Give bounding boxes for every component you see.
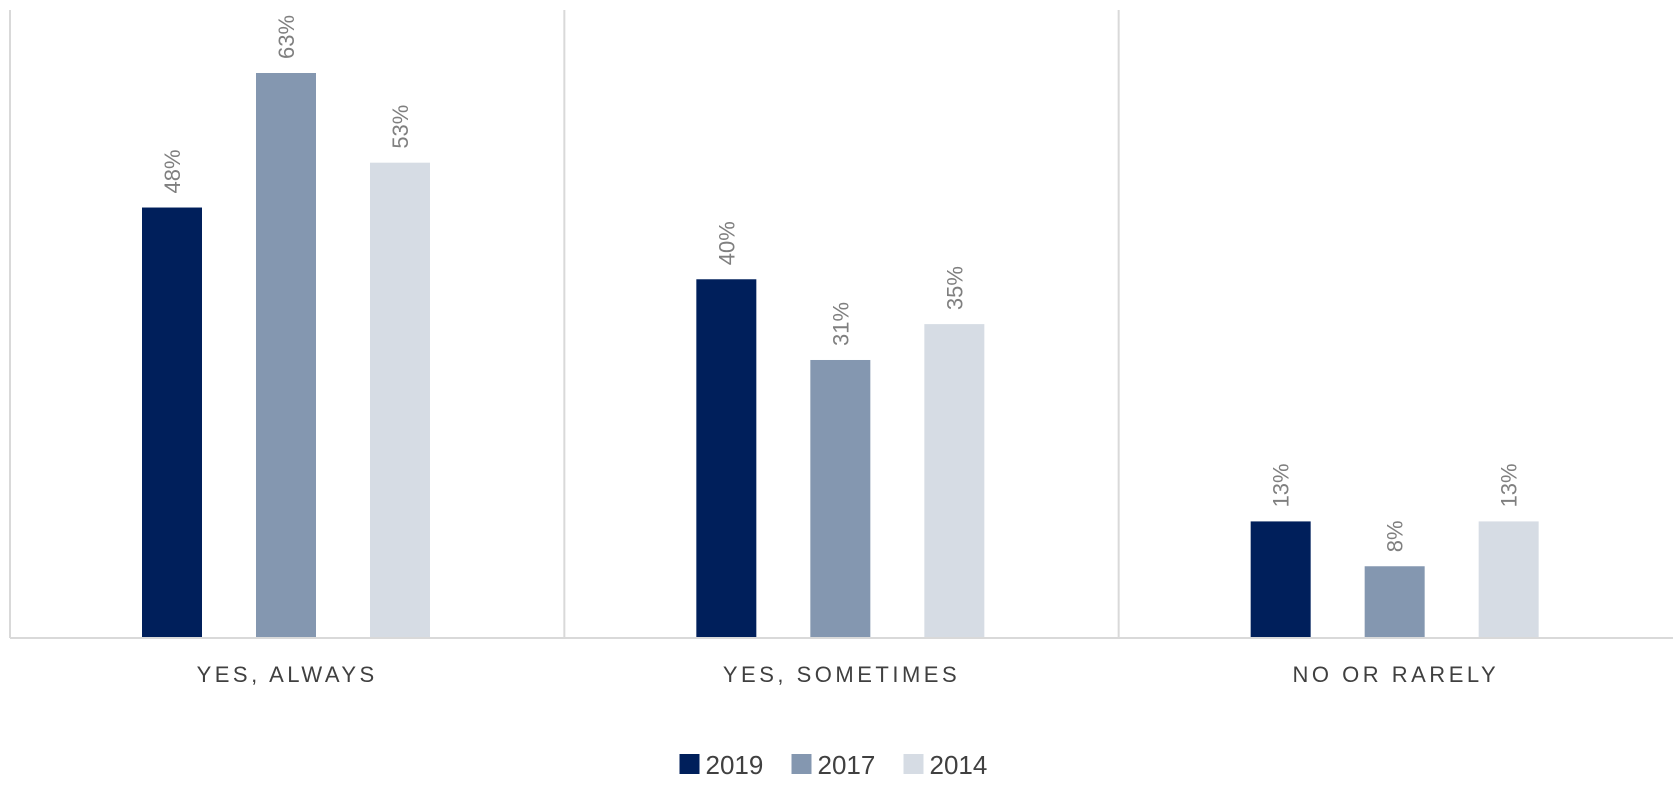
value-label: 53% — [388, 105, 413, 149]
legend: 2019 2017 2014 — [679, 750, 988, 780]
legend-swatch-2019 — [679, 754, 700, 774]
value-label: 8% — [1383, 520, 1408, 552]
value-labels-layer: 48% 63% 53% 40% 31% 35% 13% 8% 13% — [160, 15, 1522, 552]
value-label: 13% — [1269, 463, 1294, 507]
bar-2014-0 — [370, 162, 430, 638]
legend-swatch-2017 — [791, 754, 812, 774]
value-label: 48% — [160, 149, 185, 193]
bar-2019-2 — [1250, 521, 1311, 638]
category-label: YES, SOMETIMES — [723, 662, 960, 687]
bar-2019-0 — [142, 207, 202, 638]
bars-layer — [142, 73, 1539, 638]
category-separators — [9, 10, 1120, 638]
bar-2019-1 — [696, 279, 757, 638]
legend-swatch-2014 — [903, 754, 924, 774]
category-labels-layer: YES, ALWAYS YES, SOMETIMES NO OR RARELY — [197, 662, 1500, 687]
value-label: 63% — [274, 15, 299, 59]
category-label: YES, ALWAYS — [197, 662, 378, 687]
category-label: NO OR RARELY — [1293, 662, 1500, 687]
value-label: 13% — [1497, 463, 1522, 507]
bar-2014-1 — [924, 324, 985, 638]
legend-label: 2019 — [706, 750, 764, 780]
value-label: 31% — [828, 302, 853, 346]
bar-2017-1 — [810, 359, 871, 638]
legend-label: 2014 — [930, 750, 988, 780]
bar-2017-0 — [256, 73, 316, 638]
value-label: 40% — [714, 221, 739, 265]
legend-label: 2017 — [818, 750, 876, 780]
bar-2017-2 — [1364, 566, 1425, 638]
value-label: 35% — [942, 266, 967, 310]
bar-2014-2 — [1478, 521, 1539, 638]
